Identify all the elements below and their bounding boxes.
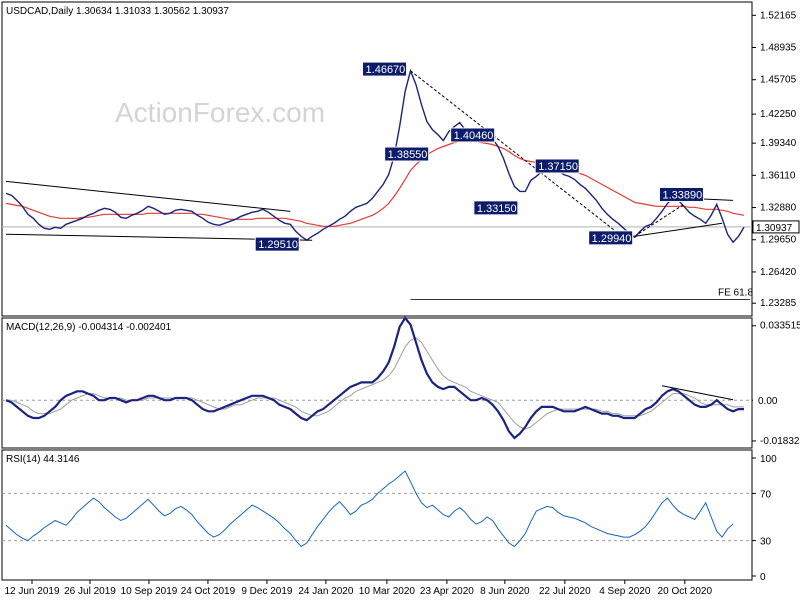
x-tick-label: 26 Jul 2019 [64,586,116,597]
rsi-y-tick-label: 0 [760,572,766,583]
x-tick-label: 24 Jan 2020 [298,586,353,597]
macd-trendline [661,385,734,401]
rsi-panel-title: RSI(14) 44.3146 [6,454,80,465]
rsi-line [5,470,734,548]
x-tick-label: 24 Oct 2019 [181,586,236,597]
price-y-tick-label: 1.36110 [760,170,796,181]
x-tick-label: 23 Apr 2020 [420,586,474,597]
x-tick-label: 8 Jun 2020 [480,586,530,597]
price-y-tick-label: 1.48935 [760,43,797,54]
last-price-label: 1.30937 [756,223,793,234]
price-y-tick-label: 1.39340 [760,138,797,149]
price-y-tick-label: 1.29650 [760,235,797,246]
x-tick-label: 10 Mar 2020 [359,586,416,597]
price-annotation-box [450,127,496,143]
price-annotation-box [658,186,704,202]
x-tick-label: 22 Jul 2020 [539,586,591,597]
price-annotation-box [534,158,580,174]
price-annotation-label: 1.37150 [538,161,578,173]
macd-last-box [753,395,781,407]
price-y-tick-label: 1.26420 [760,267,797,278]
x-tick-label: 20 Oct 2020 [658,586,713,597]
x-tick-label: 9 Dec 2019 [241,586,293,597]
price-annotation-label: 1.38550 [388,149,428,161]
price-trendline [410,70,619,234]
panel-frame-2 [1,449,753,581]
x-tick-label: 12 Jun 2019 [4,586,59,597]
price-annotation-label: 1.29510 [258,239,298,251]
price-annotation-label: 1.46670 [366,64,406,76]
price-y-tick-label: 1.23285 [760,298,797,309]
price-y-tick-label: 1.42250 [760,109,797,120]
price-annotation-box [588,230,634,246]
rsi-y-tick-label: 100 [760,454,777,465]
panel-frame-0 [1,1,753,317]
price-series-line [5,68,745,244]
watermark: ActionForex.com [115,97,325,128]
price-annotation-label: 1.29940 [592,233,632,245]
price-annotation-box [473,200,519,216]
rsi-y-tick-label: 30 [760,537,772,548]
price-annotation-box [362,61,408,77]
price-annotation-label: 1.40460 [454,130,494,142]
price-annotation-box [254,236,300,252]
macd-y-tick-label: -0.018324 [760,436,800,447]
price-annotation-label: 1.33890 [662,189,702,201]
price-y-tick-label: 1.32880 [760,203,797,214]
x-tick-label: 10 Sep 2019 [121,586,178,597]
price-annotation-box [384,146,430,162]
price-annotation-label: 1.33150 [477,203,517,215]
price-trendline [5,180,291,212]
macd-line [5,316,744,440]
fe-level-label: FE 61.8 [718,288,753,299]
moving-average-line [5,139,745,227]
price-panel-title: USDCAD,Daily 1.30634 1.31033 1.30562 1.3… [6,6,229,17]
price-trendline [634,222,723,237]
price-y-tick-label: 1.52165 [760,10,797,21]
macd-last-label: 0.00 [758,396,778,407]
x-tick-label: 4 Sep 2020 [599,586,651,597]
macd-y-tick-label: 0.033515 [760,321,800,332]
price-y-tick-label: 1.45705 [760,75,797,86]
macd-panel-title: MACD(12,26,9) -0.004314 -0.002401 [6,322,172,333]
rsi-y-tick-label: 70 [760,489,772,500]
last-price-box [752,220,800,234]
